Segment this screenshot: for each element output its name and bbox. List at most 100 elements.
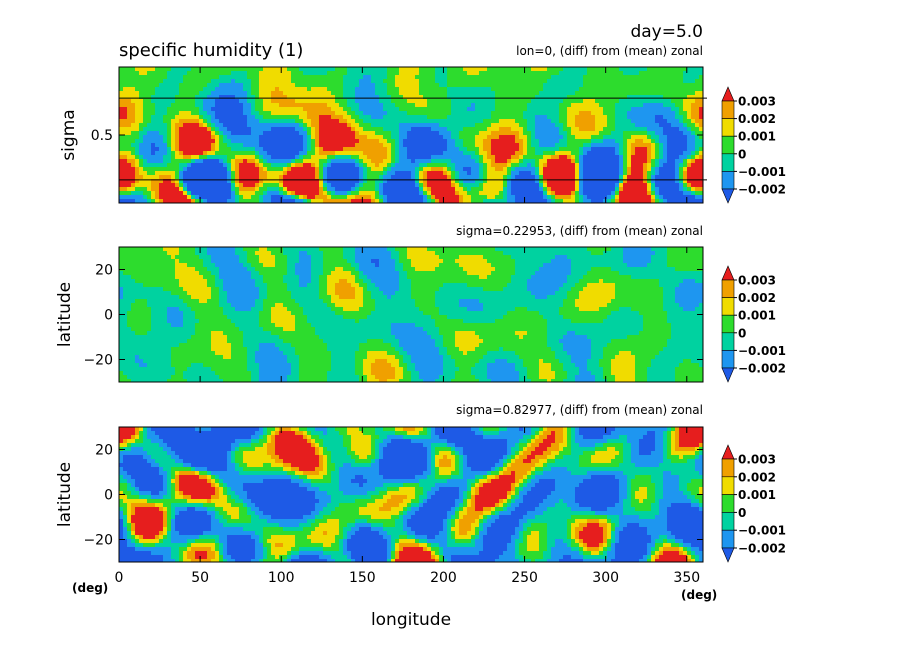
heatmap-cell	[487, 163, 491, 167]
heatmap-cell	[627, 191, 631, 195]
heatmap-cell	[451, 95, 455, 99]
heatmap-cell	[487, 187, 491, 191]
heatmap-cell	[551, 119, 555, 123]
heatmap-cell	[315, 95, 319, 99]
heatmap-cell	[259, 171, 263, 175]
heatmap-cell	[611, 87, 615, 91]
heatmap-cell	[535, 131, 539, 135]
heatmap-cell	[523, 195, 527, 199]
heatmap-cell	[603, 143, 607, 147]
heatmap-cell	[487, 183, 491, 187]
heatmap-cell	[371, 187, 375, 191]
heatmap-cell	[319, 167, 323, 171]
heatmap-cell	[319, 191, 323, 195]
heatmap-cell	[163, 147, 167, 151]
heatmap-cell	[403, 83, 407, 87]
heatmap-cell	[503, 67, 507, 71]
heatmap-cell	[431, 195, 435, 199]
heatmap-cell	[167, 187, 171, 191]
heatmap-cell	[199, 171, 203, 175]
heatmap-cell	[643, 111, 647, 115]
heatmap-cell	[695, 87, 699, 91]
heatmap-cell	[211, 99, 215, 103]
heatmap-cell	[579, 79, 583, 83]
heatmap-cell	[479, 131, 483, 135]
heatmap-cell	[503, 147, 507, 151]
heatmap-cell	[559, 75, 563, 79]
heatmap-cell	[587, 151, 591, 155]
heatmap-cell	[491, 95, 495, 99]
heatmap-cell	[127, 195, 131, 199]
heatmap-cell	[675, 143, 679, 147]
heatmap-cell	[435, 91, 439, 95]
heatmap-cell	[539, 111, 543, 115]
heatmap-cell	[303, 111, 307, 115]
heatmap-cell	[199, 131, 203, 135]
heatmap-cell	[443, 99, 447, 103]
heatmap-cell	[363, 119, 367, 123]
heatmap-cell	[243, 75, 247, 79]
heatmap-cell	[187, 135, 191, 139]
heatmap-cell	[567, 115, 571, 119]
heatmap-cell	[227, 131, 231, 135]
heatmap-cell	[423, 99, 427, 103]
heatmap-cell	[163, 159, 167, 163]
heatmap-cell	[523, 139, 527, 143]
heatmap-cell	[351, 191, 355, 195]
heatmap-cell	[615, 191, 619, 195]
heatmap-cell	[175, 191, 179, 195]
heatmap-cell	[443, 159, 447, 163]
colorbar-segment	[722, 171, 734, 189]
heatmap-cell	[431, 159, 435, 163]
heatmap-cell	[391, 183, 395, 187]
heatmap-cell	[131, 107, 135, 111]
heatmap-cell	[363, 183, 367, 187]
heatmap-cell	[527, 171, 531, 175]
heatmap-cell	[287, 123, 291, 127]
heatmap-cell	[243, 91, 247, 95]
heatmap-cell	[691, 147, 695, 151]
heatmap-cell	[459, 131, 463, 135]
heatmap-cell	[683, 187, 687, 191]
heatmap-cell	[655, 191, 659, 195]
heatmap-cell	[227, 147, 231, 151]
heatmap-cell	[615, 159, 619, 163]
heatmap-cell	[619, 83, 623, 87]
heatmap-cell	[311, 135, 315, 139]
heatmap-cell	[651, 191, 655, 195]
heatmap-cell	[243, 167, 247, 171]
heatmap-cell	[695, 135, 699, 139]
heatmap-cell	[503, 123, 507, 127]
heatmap-cell	[687, 167, 691, 171]
heatmap-cell	[127, 143, 131, 147]
heatmap-cell	[379, 67, 383, 71]
heatmap-cell	[691, 151, 695, 155]
heatmap-cell	[247, 67, 251, 71]
heatmap-cell	[675, 155, 679, 159]
heatmap-cell	[163, 195, 167, 199]
heatmap-cell	[639, 79, 643, 83]
heatmap-cell	[247, 91, 251, 95]
heatmap-cell	[127, 99, 131, 103]
heatmap-cell	[407, 95, 411, 99]
heatmap-cell	[191, 99, 195, 103]
heatmap-cell	[119, 187, 123, 191]
heatmap-cell	[147, 79, 151, 83]
heatmap-cell	[603, 103, 607, 107]
heatmap-cell	[531, 135, 535, 139]
heatmap-cell	[459, 147, 463, 151]
heatmap-cell	[547, 143, 551, 147]
heatmap-cell	[299, 143, 303, 147]
heatmap-cell	[331, 119, 335, 123]
heatmap-cell	[431, 99, 435, 103]
heatmap-cell	[323, 151, 327, 155]
heatmap-cell	[663, 123, 667, 127]
heatmap-cell	[415, 111, 419, 115]
heatmap-cell	[327, 159, 331, 163]
heatmap-cell	[147, 103, 151, 107]
heatmap-cell	[295, 187, 299, 191]
heatmap-cell	[583, 71, 587, 75]
heatmap-cell	[383, 111, 387, 115]
heatmap-cell	[287, 167, 291, 171]
heatmap-cell	[691, 195, 695, 199]
